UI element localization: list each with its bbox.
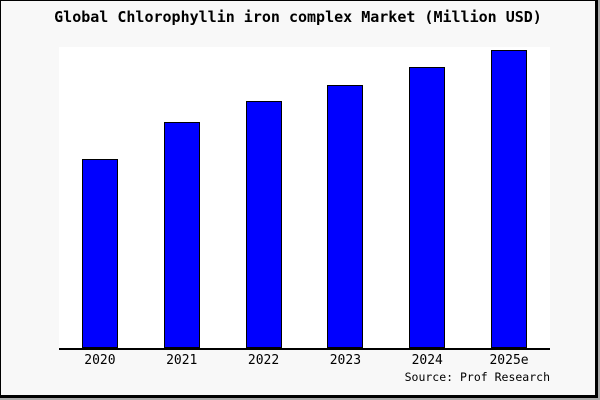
- bar-slot-2025e: [468, 50, 550, 348]
- bar-slot-2023: [304, 85, 386, 348]
- x-tick-label-2024: 2024: [411, 353, 443, 368]
- bar-2023: [327, 85, 364, 348]
- plot-area: [59, 47, 550, 350]
- bars: [59, 47, 550, 348]
- x-tick-label-2022: 2022: [247, 353, 280, 368]
- bar-2024: [409, 67, 446, 348]
- x-tick-label-2021: 2021: [166, 353, 198, 368]
- x-tick-label-2023: 2023: [329, 353, 362, 368]
- source-attribution: Source: Prof Research: [404, 370, 550, 384]
- x-axis-labels: 2020 2021 2022 2023 2024 2025e: [59, 353, 550, 368]
- x-tick-label-2025e: 2025e: [489, 353, 529, 368]
- bar-2021: [163, 122, 200, 348]
- bar-slot-2024: [386, 67, 468, 348]
- bar-2025e: [491, 50, 528, 348]
- bar-slot-2020: [59, 159, 141, 348]
- x-tick-label-2020: 2020: [84, 353, 116, 368]
- bar-2020: [81, 159, 118, 348]
- bar-slot-2022: [223, 101, 305, 348]
- bar-slot-2021: [141, 122, 223, 348]
- chart-title: Global Chlorophyllin iron complex Market…: [54, 8, 542, 26]
- bar-2022: [245, 101, 282, 348]
- chart-region: 2020 2021 2022 2023 2024 2025e Source: Prof R…: [59, 47, 550, 384]
